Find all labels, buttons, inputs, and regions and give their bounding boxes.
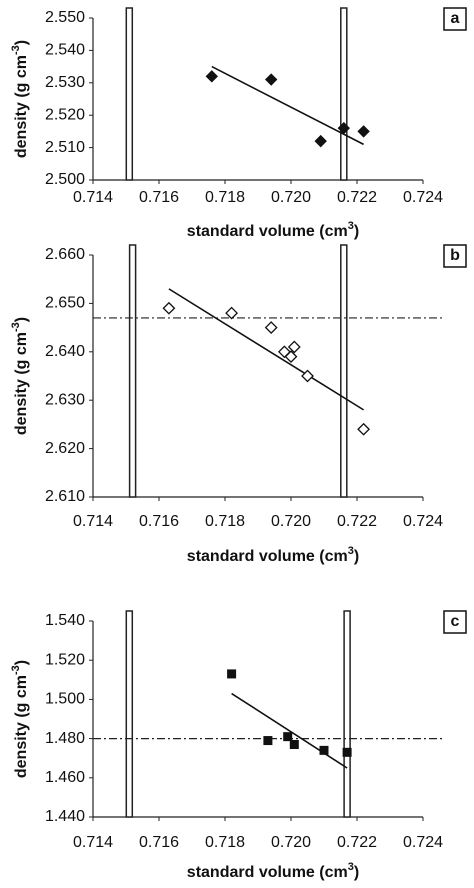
- y-axis-title: density (g cm-3): [10, 317, 30, 435]
- point: [314, 134, 327, 148]
- point: [263, 736, 273, 746]
- y-tick-label: 2.640: [45, 343, 85, 360]
- x-tick-label: 0.724: [403, 834, 443, 851]
- trend-line: [211, 65, 364, 146]
- panel: 2.500 2.510 2.520 2.530 2.540 2.550 0.714 0.716…: [10, 7, 467, 240]
- x-tick-label: 0.714: [73, 513, 113, 530]
- x-axis-title-sup: 3: [348, 861, 354, 873]
- y-tick-label: 1.440: [45, 808, 85, 825]
- x-axis-title-end: ): [354, 548, 359, 565]
- x-tick-label: 0.722: [337, 834, 377, 851]
- x-axis-title: standard volume (cm3): [187, 545, 359, 565]
- panel-label: c: [451, 613, 460, 630]
- y-axis-title: density (g cm-3): [10, 40, 30, 158]
- panel-label-box: [443, 244, 467, 268]
- x-axis-title-text: standard volume (cm: [187, 223, 348, 240]
- x-axis-title: standard volume (cm3): [187, 220, 359, 240]
- x-axis-title-end: ): [354, 223, 359, 240]
- vertical-band: [343, 610, 351, 818]
- y-axis-title-end: ): [13, 40, 30, 45]
- point: [284, 350, 298, 364]
- point: [205, 70, 219, 83]
- y-tick-label: 1.540: [45, 612, 85, 629]
- y-tick-label: 2.520: [45, 106, 85, 123]
- y-tick-label: 2.530: [45, 74, 85, 91]
- y-tick-label: 2.510: [45, 139, 85, 156]
- y-axis-title-text: density (g cm: [13, 675, 30, 778]
- point: [319, 745, 329, 755]
- panel-label: a: [451, 10, 460, 27]
- y-axis-title-text: density (g cm: [13, 332, 30, 435]
- x-tick-label: 0.718: [205, 513, 245, 530]
- x-axis-title-sup: 3: [348, 220, 354, 232]
- y-axis-title-sup: -3: [10, 322, 22, 332]
- y-tick-label: 2.540: [45, 42, 85, 59]
- point: [342, 747, 352, 757]
- point: [287, 340, 301, 354]
- vertical-band: [340, 7, 348, 181]
- point: [337, 121, 351, 135]
- y-axis-title-text: density (g cm: [13, 55, 30, 158]
- y-axis-title-sup: -3: [10, 665, 22, 675]
- panel: 2.610 2.620 2.630 2.640 2.650 2.660 0.714 0.716…: [10, 244, 467, 565]
- trend-line: [168, 288, 365, 411]
- vertical-band: [125, 7, 134, 181]
- point: [162, 301, 176, 315]
- point: [264, 321, 278, 335]
- y-tick-label: 2.610: [45, 488, 85, 505]
- x-tick-label: 0.714: [73, 189, 113, 206]
- y-tick-label: 2.550: [45, 9, 85, 26]
- x-tick-label: 0.720: [271, 513, 311, 530]
- x-tick-label: 0.716: [139, 834, 179, 851]
- panel-label-box: [443, 7, 467, 31]
- y-tick-label: 2.630: [45, 391, 85, 408]
- vertical-band: [128, 244, 137, 498]
- x-axis-title: standard volume (cm3): [187, 861, 359, 881]
- point: [225, 306, 239, 320]
- point: [301, 369, 314, 383]
- point: [357, 422, 371, 436]
- y-tick-label: 2.650: [45, 295, 85, 312]
- y-tick-label: 2.620: [45, 440, 85, 457]
- x-tick-label: 0.720: [271, 834, 311, 851]
- y-tick-label: 1.500: [45, 691, 85, 708]
- x-axis-title-end: ): [354, 864, 359, 881]
- x-axis-title-sup: 3: [348, 545, 354, 557]
- x-tick-label: 0.722: [337, 513, 377, 530]
- y-axis-title-sup: -3: [10, 45, 22, 55]
- x-axis-title-text: standard volume (cm: [187, 864, 348, 881]
- x-tick-label: 0.720: [271, 189, 311, 206]
- y-axis-title-end: ): [13, 317, 30, 322]
- point: [289, 739, 299, 749]
- point: [227, 669, 237, 679]
- x-axis-title-text: standard volume (cm: [187, 548, 348, 565]
- y-tick-label: 1.480: [45, 730, 85, 747]
- panel-label-box: [443, 610, 467, 634]
- x-tick-label: 0.718: [205, 189, 245, 206]
- point: [283, 732, 293, 742]
- x-tick-label: 0.718: [205, 834, 245, 851]
- vertical-band: [125, 610, 134, 818]
- vertical-band: [340, 244, 348, 498]
- point: [357, 125, 370, 138]
- x-tick-label: 0.724: [403, 513, 443, 530]
- y-axis-title-end: ): [13, 660, 30, 665]
- y-tick-label: 1.520: [45, 651, 85, 668]
- x-tick-label: 0.724: [403, 189, 443, 206]
- trend-line: [231, 692, 348, 769]
- panel: 1.440 1.460 1.480 1.500 1.520 1.540 0.714 0.716…: [10, 610, 467, 881]
- panel-label: b: [450, 247, 460, 264]
- x-tick-label: 0.716: [139, 189, 179, 206]
- x-tick-label: 0.714: [73, 834, 113, 851]
- y-tick-label: 2.660: [45, 246, 85, 263]
- y-tick-label: 1.460: [45, 769, 85, 786]
- y-axis-title: density (g cm-3): [10, 660, 30, 778]
- x-tick-label: 0.722: [337, 189, 377, 206]
- y-tick-label: 2.500: [45, 171, 85, 188]
- x-tick-label: 0.716: [139, 513, 179, 530]
- point: [264, 73, 278, 86]
